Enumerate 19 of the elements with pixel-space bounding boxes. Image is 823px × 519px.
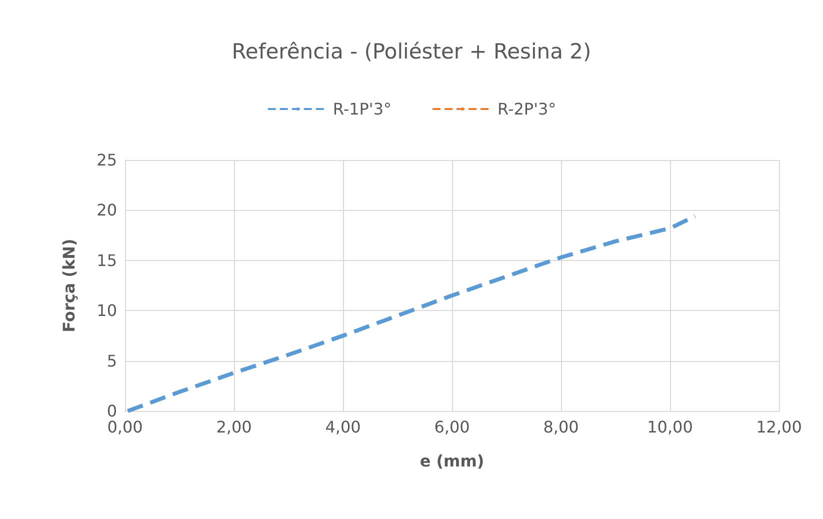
y-tick-label: 20 [96, 200, 117, 220]
x-tick-label: 6,00 [434, 418, 470, 436]
y-tick-label: 25 [96, 150, 117, 170]
y-tick-label: 10 [96, 301, 117, 320]
x-axis-title: e (mm) [420, 452, 484, 470]
x-tick-label: 4,00 [325, 418, 361, 436]
chart-title: Referência - (Poliéster + Resina 2) [232, 40, 592, 64]
x-tick-label: 12,00 [756, 418, 802, 436]
y-tick-label: 5 [106, 351, 117, 370]
y-tick-label: 15 [96, 250, 117, 270]
x-tick-label: 8,00 [543, 418, 579, 436]
y-tick-label: 0 [106, 402, 117, 420]
x-tick-label: 2,00 [216, 418, 252, 436]
x-tick-label: 0,00 [107, 418, 143, 436]
y-axis-title: Força (kN) [60, 238, 78, 332]
x-tick-label: 10,00 [647, 418, 693, 436]
legend-label: R-2P'3° [498, 100, 556, 118]
legend-label: R-1P'3° [332, 100, 392, 118]
line-series [126, 214, 698, 413]
